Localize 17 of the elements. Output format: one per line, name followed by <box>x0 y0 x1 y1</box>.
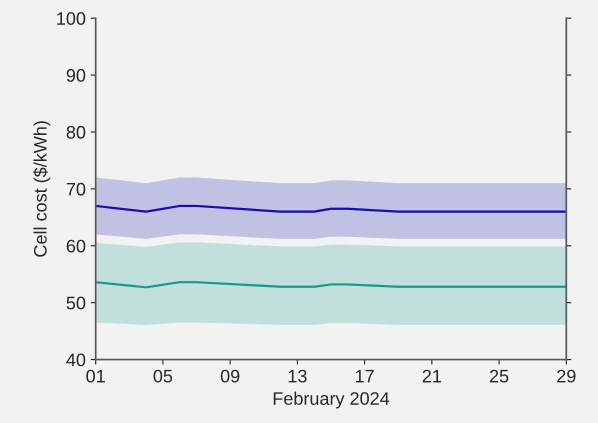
y-tick-label: 90 <box>66 69 86 82</box>
y-tick-label: 40 <box>66 353 86 366</box>
y-tick-label: 60 <box>66 240 86 252</box>
y-tick-label: 100 <box>57 12 86 25</box>
x-tick-label: 13 <box>288 370 307 383</box>
y-axis-title: Cell cost ($/kWh) <box>33 121 50 257</box>
x-tick-label: 09 <box>220 370 240 383</box>
x-axis-title: February 2024 <box>274 392 390 408</box>
x-tick-label: 29 <box>557 370 576 383</box>
x-tick-label: 17 <box>356 370 374 382</box>
x-tick-label: 21 <box>422 370 442 382</box>
y-tick-label: 70 <box>66 182 86 196</box>
x-tick-label: 25 <box>490 370 508 383</box>
y-tick-label: 80 <box>66 126 86 139</box>
x-tick-label: 01 <box>86 370 105 383</box>
x-tick-label: 05 <box>154 370 172 383</box>
y-tick-label: 50 <box>66 296 86 310</box>
